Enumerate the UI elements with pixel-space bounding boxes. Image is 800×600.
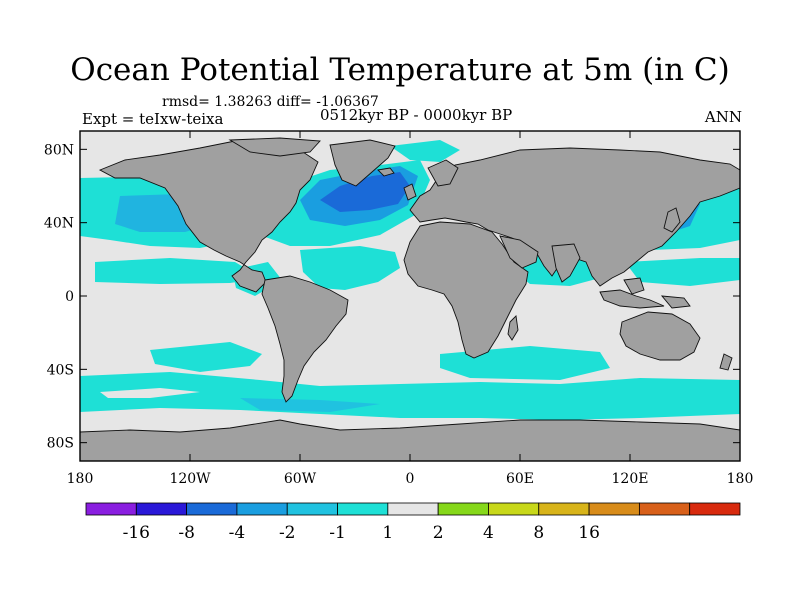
- land-eurasia: [409, 147, 740, 287]
- colorbar-label: -1: [329, 523, 346, 543]
- colorbar-swatch: [588, 502, 640, 516]
- land-india: [551, 243, 581, 283]
- anomaly-tropical-atlantic: [300, 246, 400, 290]
- colorbar-swatch: [186, 502, 238, 516]
- colorbar-label: -8: [178, 523, 195, 543]
- y-tick-label: 80N: [44, 142, 74, 158]
- season-label: ANN: [704, 108, 742, 126]
- y-tick-label: 80S: [47, 436, 74, 452]
- colorbar-swatch: [488, 502, 540, 516]
- land-new-guinea: [660, 295, 691, 309]
- land-south-america: [261, 275, 349, 403]
- map-title: Ocean Potential Temperature at 5m (in C): [70, 52, 730, 88]
- colorbar-swatch: [638, 502, 691, 516]
- land-iceland: [377, 167, 395, 177]
- anomaly-southern-ocean-inner: [240, 398, 380, 412]
- land-africa: [403, 221, 529, 359]
- x-tick-label: 180: [727, 471, 754, 487]
- colorbar-label: 16: [578, 523, 600, 543]
- land-madagascar: [507, 315, 519, 341]
- colorbar-swatch: [236, 502, 288, 516]
- y-axis-ticks: 80N 40N 0 40S 80S: [44, 142, 740, 452]
- land-masses: [80, 137, 740, 461]
- colorbar-swatch: [538, 502, 590, 516]
- colorbar: -16 -8 -4 -2 -1 1 2 4 8 16: [85, 502, 741, 543]
- land-new-zealand: [719, 353, 733, 371]
- land-british-isles: [403, 183, 417, 201]
- land-scandinavia: [427, 159, 459, 187]
- colorbar-swatch: [337, 502, 389, 516]
- colorbar-label: 2: [433, 523, 444, 543]
- land-antarctica: [80, 419, 740, 461]
- colorbar-label: 1: [382, 523, 393, 543]
- x-tick-label: 60E: [506, 471, 534, 487]
- anomaly-tropical-belt: [95, 258, 262, 284]
- map-plot-area: [80, 131, 740, 461]
- colorbar-swatch: [135, 502, 188, 516]
- colorbar-label: -16: [123, 523, 150, 543]
- anomaly-southern-ocean: [80, 372, 740, 420]
- anomaly-south-pacific: [150, 342, 262, 372]
- land-arctic-islands: [228, 137, 321, 157]
- land-borneo: [623, 277, 645, 295]
- x-axis-ticks: 180 120W 60W 0 60E 120E 180: [67, 131, 754, 487]
- land-indonesia: [599, 289, 665, 309]
- land-arabia: [499, 235, 539, 269]
- colorbar-swatch: [85, 502, 137, 516]
- colorbar-swatch: [437, 502, 489, 516]
- colorbar-label: -4: [229, 523, 246, 543]
- x-tick-label: 60W: [284, 471, 317, 487]
- y-tick-label: 40N: [44, 216, 74, 232]
- x-tick-label: 0: [406, 471, 415, 487]
- anomaly-west-pacific-tropics: [625, 258, 740, 286]
- colorbar-swatch: [286, 502, 338, 516]
- colorbar-label: -2: [279, 523, 296, 543]
- anomaly-arctic: [390, 140, 460, 162]
- y-tick-label: 40S: [47, 362, 74, 378]
- experiment-label: Expt = teIxw-teixa: [82, 110, 224, 128]
- period-label: 0512kyr BP - 0000kyr BP: [320, 106, 513, 124]
- colorbar-label: 8: [533, 523, 544, 543]
- colorbar-swatch: [387, 502, 439, 516]
- land-japan: [663, 207, 681, 233]
- land-australia: [619, 311, 701, 361]
- colorbar-swatch: [689, 502, 741, 516]
- x-tick-label: 120W: [169, 471, 211, 487]
- anomaly-north-atlantic-deep: [320, 172, 410, 212]
- anomaly-southern-ocean-light: [100, 388, 200, 398]
- x-tick-label: 180: [67, 471, 94, 487]
- y-tick-label: 0: [65, 289, 74, 305]
- x-tick-label: 120E: [612, 471, 649, 487]
- stats-text: rmsd= 1.38263 diff= -1.06367: [162, 94, 379, 110]
- colorbar-label: 4: [483, 523, 494, 543]
- land-greenland: [329, 139, 396, 187]
